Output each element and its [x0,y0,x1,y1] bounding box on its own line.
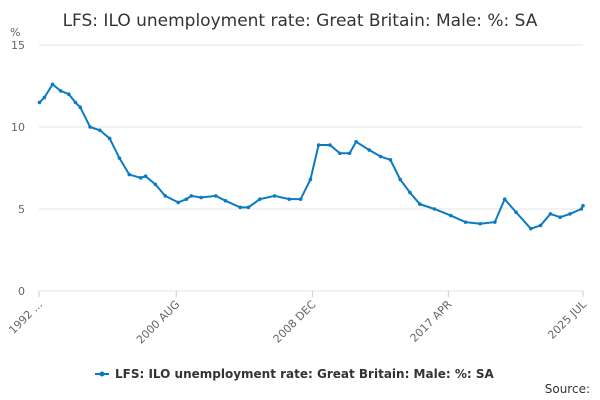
point [117,156,122,160]
legend-label: LFS: ILO unemployment rate: Great Britai… [115,367,494,381]
point [78,105,83,110]
point [163,194,167,198]
point [328,143,332,147]
point [528,226,533,231]
x-tick-label: 2008 DEC [271,298,319,346]
point [138,176,143,180]
point [378,154,383,159]
point [272,194,277,198]
point [67,92,71,96]
point [88,125,92,129]
point [568,212,572,216]
point [581,203,585,208]
point [238,205,243,210]
series-line [38,82,584,230]
point [223,199,228,203]
point [432,207,437,211]
point [579,207,584,211]
y-tick-label: 10 [11,121,25,134]
point [42,95,47,100]
x-tick-label: 2025 JUL [545,297,589,341]
point [287,197,292,201]
point [388,158,393,162]
point [184,197,189,201]
y-axis-label: % [10,26,20,39]
chart-title: LFS: ILO unemployment rate: Great Britai… [63,11,538,31]
point [417,202,422,206]
point [199,195,203,200]
point [408,190,412,195]
point [448,213,453,218]
point [558,215,562,219]
point [538,223,543,228]
y-tick-label: 5 [18,203,25,216]
legend-marker [99,371,105,377]
point [367,148,371,152]
point [73,100,78,105]
point [50,82,55,87]
point [258,197,262,201]
y-tick-label: 0 [18,285,25,298]
point [213,194,218,198]
point [298,197,303,201]
point [153,182,158,187]
y-tick-label: 15 [11,39,25,52]
point [502,197,507,201]
point [548,212,553,216]
point [127,172,132,177]
point [107,136,112,141]
point [398,177,402,182]
point [338,151,342,156]
point [246,205,251,210]
point [176,200,181,205]
x-tick-label: 2000 AUG [134,298,183,347]
point [478,221,482,226]
point [143,174,148,178]
source: Source: [545,382,590,396]
x-tick-label: 2017 APR [408,298,455,345]
point [37,100,42,105]
point [308,177,313,182]
point [463,220,468,224]
x-tick-label: 1992 ... [6,298,45,337]
point [316,143,321,147]
point [98,128,102,133]
point [58,89,63,93]
point [514,210,518,215]
point [493,220,497,224]
point [347,151,352,156]
point [189,194,194,198]
point [354,139,358,144]
